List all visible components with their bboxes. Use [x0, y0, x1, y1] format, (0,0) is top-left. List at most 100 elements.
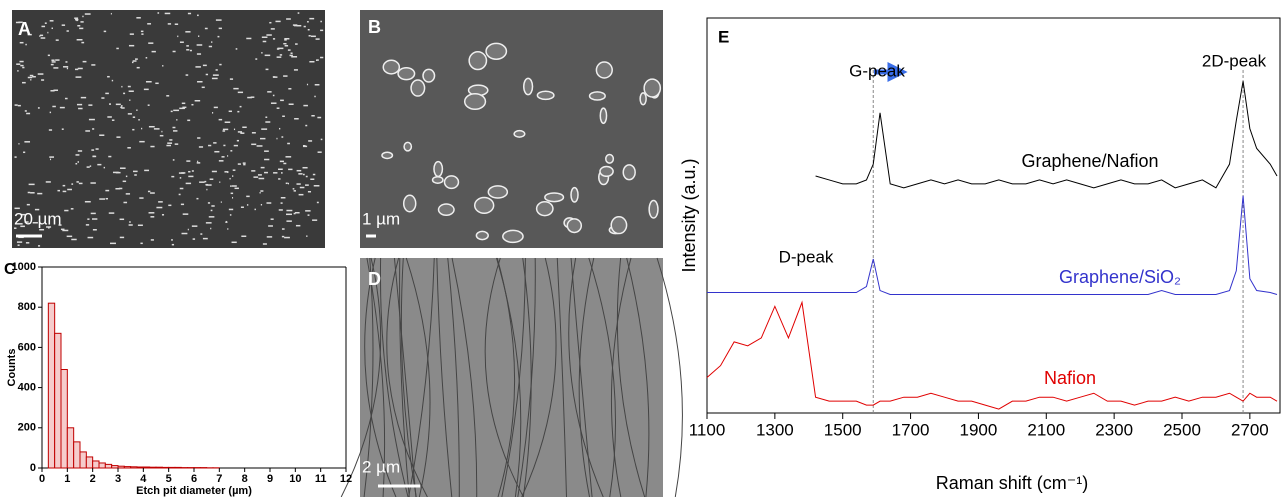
speckle	[260, 138, 265, 140]
speckle	[172, 127, 175, 129]
speckle	[80, 21, 83, 23]
speckle	[219, 28, 222, 30]
speckle	[235, 188, 239, 190]
speckle	[92, 128, 94, 130]
bar	[61, 370, 67, 468]
speckle	[252, 132, 256, 134]
speckle	[285, 45, 288, 47]
speckle	[130, 33, 134, 35]
speckle	[19, 61, 23, 63]
speckle	[198, 35, 199, 37]
speckle	[273, 95, 275, 97]
speckle	[93, 229, 97, 231]
speckle	[25, 110, 27, 112]
speckle	[199, 181, 204, 183]
etch-pit	[404, 195, 416, 211]
speckle	[144, 89, 149, 91]
speckle	[150, 146, 154, 148]
speckle	[298, 12, 300, 14]
etch-pit	[567, 219, 581, 233]
speckle	[101, 97, 104, 99]
speckle	[172, 244, 174, 246]
bar	[169, 467, 175, 468]
etch-pit	[545, 193, 564, 202]
speckle	[263, 41, 267, 43]
speckle	[278, 169, 283, 171]
speckle	[227, 228, 228, 230]
speckle	[302, 167, 307, 169]
speckle	[259, 178, 265, 180]
speckle	[321, 139, 323, 141]
speckle	[62, 230, 68, 232]
speckle	[281, 197, 286, 199]
speckle	[152, 51, 156, 53]
speckle	[186, 160, 190, 162]
etch-pit	[644, 79, 660, 97]
speckle	[111, 13, 112, 15]
spectrum-line	[707, 302, 1277, 409]
x-tick-label: 11	[315, 473, 327, 485]
speckle	[169, 139, 172, 141]
speckle	[315, 84, 320, 86]
speckle	[209, 216, 215, 218]
speckle	[247, 204, 248, 206]
speckle	[209, 46, 212, 48]
speckle	[261, 167, 265, 169]
x-tick-label: 5	[166, 473, 172, 485]
speckle	[240, 132, 244, 134]
speckle	[78, 161, 79, 163]
speckle	[204, 181, 206, 183]
scale-bar-label: 2 µm	[362, 457, 400, 476]
speckle	[129, 224, 133, 226]
speckle	[63, 191, 67, 193]
speckle	[279, 209, 283, 211]
speckle	[136, 109, 137, 111]
etch-pit	[433, 177, 443, 184]
speckle	[307, 84, 308, 86]
speckle	[53, 67, 58, 69]
etch-pit	[486, 43, 506, 59]
speckle	[45, 22, 47, 24]
speckle	[281, 172, 283, 174]
speckle	[227, 155, 228, 157]
speckle	[121, 105, 123, 107]
speckle	[320, 57, 323, 59]
speckle	[41, 79, 44, 81]
speckle	[294, 118, 299, 120]
speckle	[129, 221, 131, 223]
etch-pit	[596, 62, 612, 78]
speckle	[271, 102, 277, 104]
etch-pit	[423, 69, 435, 82]
speckle	[29, 184, 35, 186]
speckle	[148, 191, 150, 193]
speckle	[107, 76, 110, 78]
speckle	[156, 207, 162, 209]
speckle	[62, 24, 65, 26]
speckle	[192, 225, 198, 227]
speckle	[202, 87, 205, 89]
speckle	[139, 141, 144, 143]
speckle	[213, 142, 216, 144]
speckle	[129, 99, 130, 101]
speckle	[155, 83, 158, 85]
speckle	[305, 184, 309, 186]
speckle	[30, 75, 34, 77]
speckle	[216, 69, 218, 71]
speckle	[264, 172, 268, 174]
speckle	[280, 100, 284, 102]
speckle	[311, 36, 316, 38]
speckle	[299, 194, 304, 196]
x-tick-label: 1	[64, 473, 70, 485]
speckle	[185, 31, 190, 32]
speckle	[120, 107, 122, 109]
speckle	[173, 159, 175, 161]
speckle	[75, 69, 78, 71]
speckle	[243, 164, 245, 166]
speckle	[191, 104, 193, 106]
speckle	[133, 60, 137, 62]
bar	[48, 303, 54, 468]
speckle	[213, 74, 219, 76]
speckle	[294, 190, 296, 192]
speckle	[306, 176, 308, 178]
speckle	[255, 209, 256, 211]
